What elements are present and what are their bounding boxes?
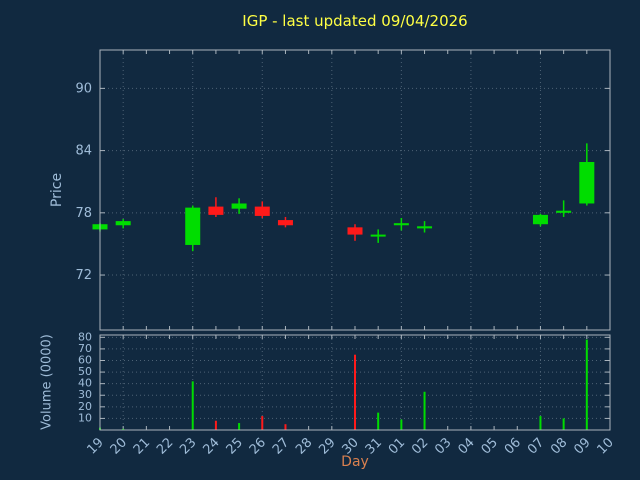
- volume-panel-border: [99, 334, 611, 431]
- x-tick-label-29: 29: [316, 435, 338, 457]
- candle-body-day-31: [370, 234, 386, 237]
- candle-body-day-26: [254, 206, 270, 216]
- volume-tick-label-50: 50: [78, 365, 92, 378]
- price-axis-label: Price: [49, 172, 65, 208]
- x-tick-label-25: 25: [224, 435, 246, 457]
- volume-tick-label-40: 40: [78, 377, 92, 390]
- x-tick-label-09: 09: [571, 435, 593, 457]
- x-tick-label-05: 05: [479, 435, 501, 457]
- volume-axis-label: Volume (0000): [39, 334, 55, 430]
- price-tick-label-78: 78: [75, 206, 92, 221]
- x-axis-label: Day: [341, 454, 369, 470]
- x-tick-label-19: 19: [85, 435, 107, 457]
- x-tick-label-26: 26: [247, 435, 269, 457]
- candle-body-day-01: [393, 223, 409, 226]
- x-tick-label-02: 02: [409, 435, 431, 457]
- volume-bar-day-09: [585, 339, 588, 430]
- volume-bar-day-26: [261, 416, 264, 430]
- candle-body-day-23: [185, 207, 201, 245]
- volume-bar-day-07: [539, 416, 542, 430]
- x-tick-label-10: 10: [595, 435, 617, 457]
- price-tick-label-72: 72: [75, 268, 92, 283]
- x-tick-label-23: 23: [177, 435, 199, 457]
- volume-bar-day-27: [284, 424, 287, 430]
- x-tick-label-20: 20: [108, 435, 130, 457]
- volume-tick-label-10: 10: [78, 411, 92, 424]
- price-tick-label-90: 90: [75, 81, 92, 96]
- candle-body-day-07: [532, 214, 548, 225]
- candle-body-day-27: [277, 220, 293, 226]
- x-tick-label-24: 24: [200, 435, 222, 457]
- x-tick-label-03: 03: [432, 435, 454, 457]
- x-tick-label-06: 06: [502, 435, 524, 457]
- candle-body-day-20: [115, 221, 131, 226]
- volume-tick-label-60: 60: [78, 353, 92, 366]
- chart-title: IGP - last updated 09/04/2026: [242, 12, 468, 30]
- volume-bar-day-23: [191, 381, 194, 430]
- candle-body-day-25: [231, 203, 247, 209]
- candle-body-day-09: [579, 162, 595, 204]
- x-tick-label-28: 28: [293, 435, 315, 457]
- x-tick-label-21: 21: [131, 435, 153, 457]
- candle-body-day-08: [556, 210, 572, 213]
- volume-tick-label-80: 80: [78, 330, 92, 343]
- volume-bar-day-01: [400, 419, 403, 430]
- volume-tick-label-20: 20: [78, 400, 92, 413]
- volume-tick-label-70: 70: [78, 342, 92, 355]
- volume-tick-label-30: 30: [78, 388, 92, 401]
- volume-bar-day-02: [423, 391, 426, 430]
- price-panel-border: [99, 49, 611, 331]
- x-tick-label-08: 08: [548, 435, 570, 457]
- volume-bar-day-30: [354, 354, 356, 430]
- volume-bar-day-25: [238, 423, 241, 430]
- x-tick-label-07: 07: [525, 435, 547, 457]
- candle-body-day-24: [208, 206, 224, 215]
- x-tick-label-01: 01: [386, 435, 408, 457]
- x-tick-label-22: 22: [154, 435, 176, 457]
- volume-bar-day-24: [214, 420, 217, 430]
- volume-bar-day-08: [562, 418, 565, 430]
- x-tick-label-04: 04: [455, 435, 477, 457]
- candle-body-day-02: [417, 226, 433, 229]
- volume-bar-day-31: [377, 412, 380, 430]
- x-tick-label-27: 27: [270, 435, 292, 457]
- price-tick-label-84: 84: [75, 144, 92, 159]
- volume-bar-day-20: [122, 428, 125, 430]
- candle-body-day-30: [347, 227, 363, 235]
